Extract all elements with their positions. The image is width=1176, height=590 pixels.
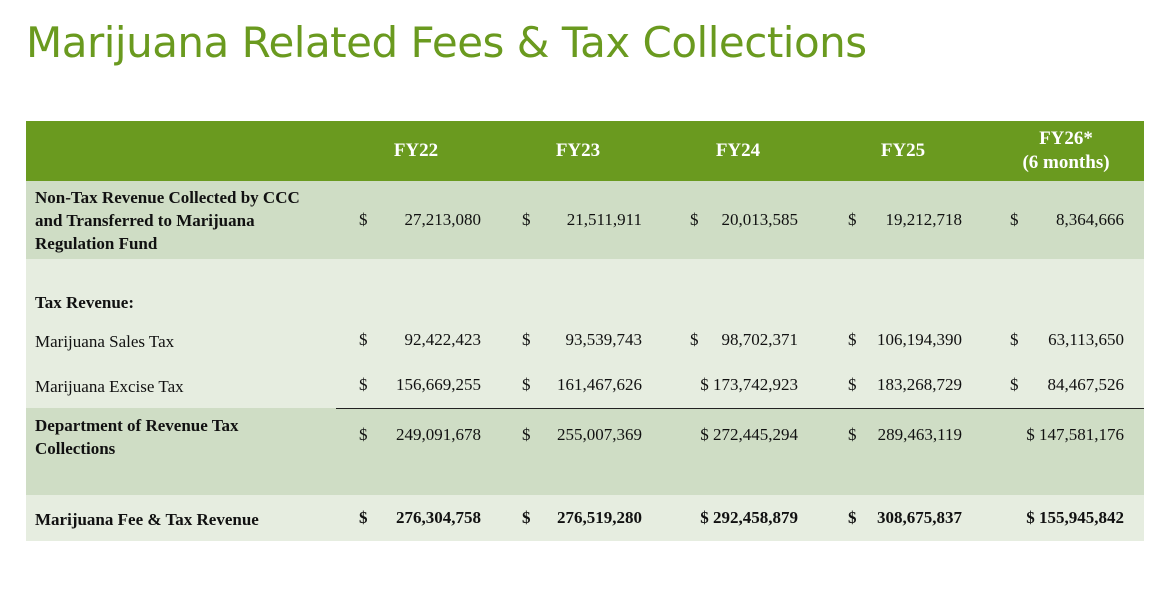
dollar-sign: $ — [359, 508, 368, 527]
table-row-total: Marijuana Fee & Tax Revenue $ 276,304,75… — [26, 495, 1144, 541]
cell-sales-fy23: 93,539,743 — [565, 330, 643, 349]
column-header-fy23: FY23 — [555, 140, 601, 161]
row-label-line: and Transferred to Marijuana — [35, 211, 255, 230]
row-label-line: Non-Tax Revenue Collected by CCC — [35, 188, 300, 207]
dollar-sign: $ — [359, 210, 368, 229]
dollar-sign: $ — [1010, 330, 1019, 349]
dollar-sign: $ — [848, 375, 857, 394]
cell-value: 272,445,294 — [713, 425, 798, 444]
dollar-sign: $ — [848, 508, 857, 527]
dollar-sign: $ — [1026, 508, 1035, 527]
revenue-table: FY22 FY23 FY24 FY25 FY26* (6 months) Non… — [26, 121, 1144, 541]
dollar-sign: $ — [848, 210, 857, 229]
cell-value: 155,945,842 — [1039, 508, 1124, 527]
table-header-row: FY22 FY23 FY24 FY25 FY26* (6 months) — [26, 121, 1144, 181]
cell-sales-fy24: 98,702,371 — [721, 330, 799, 349]
cell-total-fy23: 276,519,280 — [557, 508, 642, 527]
dollar-sign: $ — [700, 375, 709, 394]
tax-section: Tax Revenue: Marijuana Sales Tax $ 92,42… — [26, 259, 1144, 408]
cell-excise-fy24: $ 173,742,923 — [688, 375, 798, 395]
row-label-nontax: Non-Tax Revenue Collected by CCC and Tra… — [35, 186, 300, 255]
cell-total-fy26: $ 155,945,842 — [1014, 508, 1124, 528]
cell-dor-fy25: 289,463,119 — [877, 425, 962, 444]
column-header-fy24: FY24 — [715, 140, 761, 161]
cell-value: 173,742,923 — [713, 375, 798, 394]
dollar-sign: $ — [522, 508, 531, 527]
row-label-total: Marijuana Fee & Tax Revenue — [35, 510, 259, 529]
cell-excise-fy23: 161,467,626 — [557, 375, 642, 394]
dollar-sign: $ — [848, 330, 857, 349]
dollar-sign: $ — [522, 375, 531, 394]
page-title: Marijuana Related Fees & Tax Collections — [26, 18, 867, 67]
table-row-dor-collections: Department of Revenue Tax Collections $ … — [26, 408, 1144, 495]
dollar-sign: $ — [1026, 425, 1035, 444]
dollar-sign: $ — [700, 425, 709, 444]
row-label-dor: Department of Revenue Tax Collections — [35, 414, 239, 460]
dollar-sign: $ — [522, 210, 531, 229]
cell-dor-fy22: 249,091,678 — [396, 425, 481, 444]
table-row-nontax: Non-Tax Revenue Collected by CCC and Tra… — [26, 181, 1144, 259]
cell-sales-fy26: 63,113,650 — [1048, 330, 1124, 349]
dollar-sign: $ — [690, 210, 699, 229]
cell-dor-fy23: 255,007,369 — [557, 425, 642, 444]
cell-nontax-fy26: 8,364,666 — [1056, 210, 1124, 229]
row-label-tax-revenue: Tax Revenue: — [35, 293, 135, 312]
cell-sales-fy22: 92,422,423 — [404, 330, 482, 349]
subtotal-rule — [336, 408, 1144, 409]
cell-total-fy22: 276,304,758 — [396, 508, 481, 527]
column-header-fy26-line2: (6 months) — [1022, 152, 1110, 173]
cell-nontax-fy22: 27,213,080 — [404, 210, 482, 229]
dollar-sign: $ — [690, 330, 699, 349]
cell-total-fy24: $ 292,458,879 — [688, 508, 798, 528]
dollar-sign: $ — [359, 425, 368, 444]
cell-dor-fy26: $ 147,581,176 — [1014, 425, 1124, 445]
dollar-sign: $ — [522, 425, 531, 444]
column-header-fy26: FY26* (6 months) — [988, 127, 1144, 175]
dollar-sign: $ — [1010, 375, 1019, 394]
cell-value: 147,581,176 — [1039, 425, 1124, 444]
cell-excise-fy25: 183,268,729 — [877, 375, 962, 394]
cell-sales-fy25: 106,194,390 — [877, 330, 962, 349]
dollar-sign: $ — [359, 375, 368, 394]
column-header-fy26-line1: FY26* — [1039, 128, 1093, 149]
row-label-excise-tax: Marijuana Excise Tax — [35, 377, 184, 396]
row-label-sales-tax: Marijuana Sales Tax — [35, 332, 175, 351]
dollar-sign: $ — [848, 425, 857, 444]
cell-value: 292,458,879 — [713, 508, 798, 527]
row-label-line: Department of Revenue Tax — [35, 416, 239, 435]
cell-excise-fy22: 156,669,255 — [396, 375, 481, 394]
cell-nontax-fy23: 21,511,911 — [566, 210, 642, 229]
column-header-fy22: FY22 — [393, 140, 439, 161]
column-header-fy25: FY25 — [880, 140, 926, 161]
cell-dor-fy24: $ 272,445,294 — [688, 425, 798, 445]
dollar-sign: $ — [522, 330, 531, 349]
cell-total-fy25: 308,675,837 — [877, 508, 962, 527]
cell-nontax-fy25: 19,212,718 — [885, 210, 963, 229]
row-label-line: Regulation Fund — [35, 234, 158, 253]
cell-nontax-fy24: 20,013,585 — [721, 210, 799, 229]
dollar-sign: $ — [359, 330, 368, 349]
dollar-sign: $ — [1010, 210, 1019, 229]
row-label-line: Collections — [35, 439, 116, 458]
dollar-sign: $ — [700, 508, 709, 527]
cell-excise-fy26: 84,467,526 — [1047, 375, 1125, 394]
